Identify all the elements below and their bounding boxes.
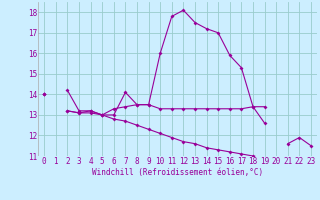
X-axis label: Windchill (Refroidissement éolien,°C): Windchill (Refroidissement éolien,°C) <box>92 168 263 177</box>
